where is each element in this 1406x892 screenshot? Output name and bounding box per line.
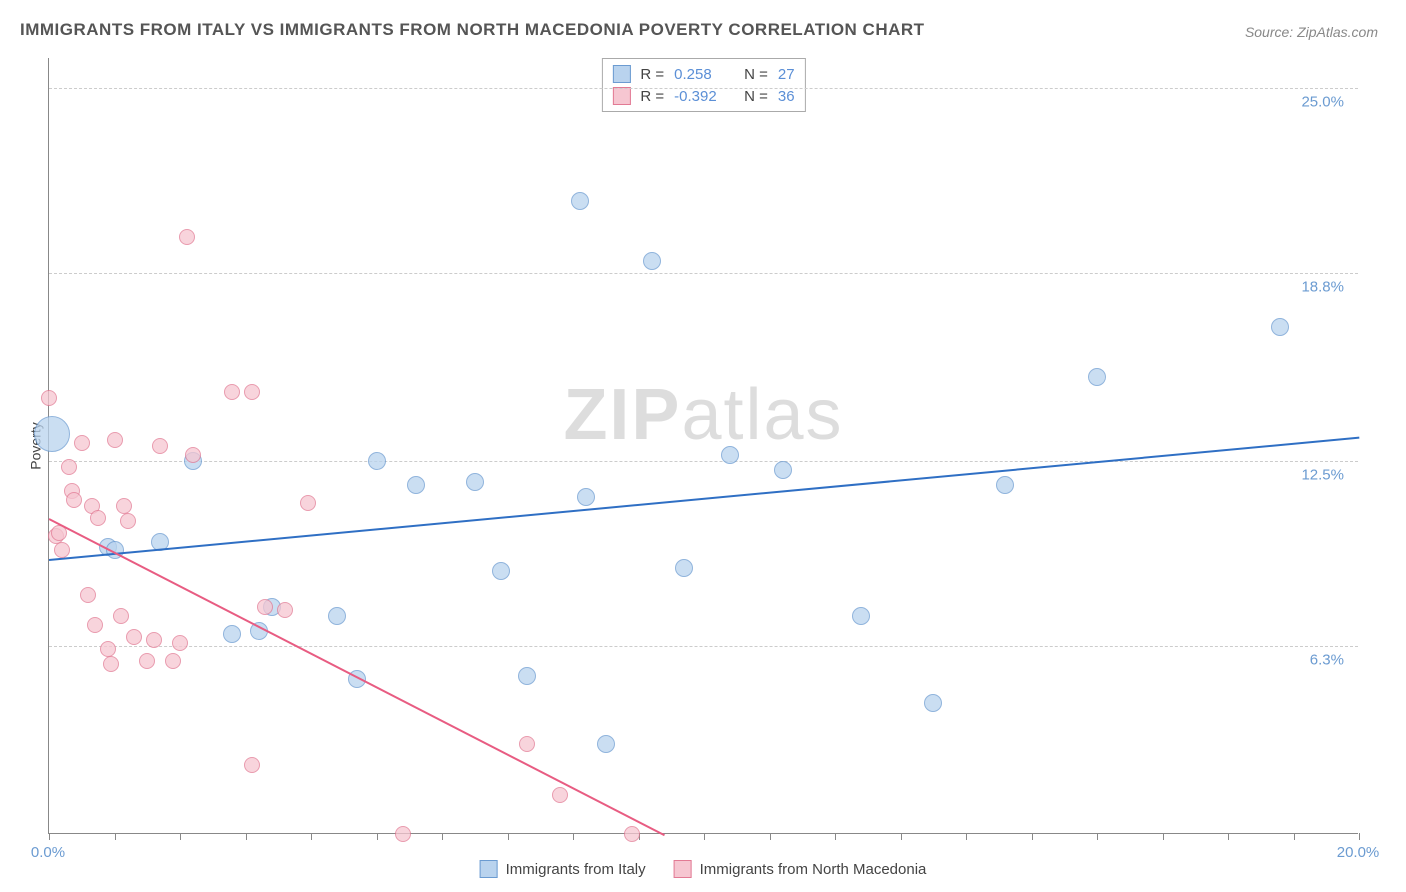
x-tick	[49, 833, 50, 840]
data-point-macedonia	[113, 608, 129, 624]
data-point-macedonia	[185, 447, 201, 463]
swatch-italy	[480, 860, 498, 878]
gridline	[49, 88, 1358, 89]
x-tick	[704, 833, 705, 840]
data-point-macedonia	[107, 432, 123, 448]
chart-container: IMMIGRANTS FROM ITALY VS IMMIGRANTS FROM…	[0, 0, 1406, 892]
x-tick	[966, 833, 967, 840]
data-point-macedonia	[80, 587, 96, 603]
x-tick	[1228, 833, 1229, 840]
data-point-macedonia	[66, 492, 82, 508]
stats-row-italy: R =0.258N =27	[612, 63, 794, 85]
gridline	[49, 461, 1358, 462]
x-tick	[835, 833, 836, 840]
plot-area: ZIPatlas R =0.258N =27R =-0.392N =36 6.3…	[48, 58, 1358, 834]
y-tick-label: 12.5%	[1301, 466, 1344, 483]
data-point-macedonia	[90, 510, 106, 526]
data-point-macedonia	[74, 435, 90, 451]
data-point-italy	[924, 694, 942, 712]
legend-item-macedonia: Immigrants from North Macedonia	[674, 860, 927, 878]
source-label: Source: ZipAtlas.com	[1245, 24, 1378, 40]
data-point-italy	[34, 416, 70, 452]
x-tick	[1294, 833, 1295, 840]
y-tick-label: 18.8%	[1301, 278, 1344, 295]
data-point-italy	[1088, 368, 1106, 386]
gridline	[49, 273, 1358, 274]
stats-legend: R =0.258N =27R =-0.392N =36	[601, 58, 805, 112]
data-point-italy	[852, 607, 870, 625]
data-point-macedonia	[139, 653, 155, 669]
data-point-macedonia	[103, 656, 119, 672]
data-point-italy	[466, 473, 484, 491]
swatch-italy	[612, 65, 630, 83]
x-tick	[770, 833, 771, 840]
x-tick	[246, 833, 247, 840]
data-point-macedonia	[300, 495, 316, 511]
series-legend: Immigrants from Italy Immigrants from Nor…	[472, 858, 935, 880]
x-tick	[573, 833, 574, 840]
swatch-macedonia	[674, 860, 692, 878]
x-tick	[1359, 833, 1360, 840]
data-point-macedonia	[87, 617, 103, 633]
data-point-macedonia	[395, 826, 411, 842]
x-tick	[180, 833, 181, 840]
data-point-italy	[492, 562, 510, 580]
gridline	[49, 646, 1358, 647]
data-point-macedonia	[61, 459, 77, 475]
data-point-italy	[774, 461, 792, 479]
x-tick	[508, 833, 509, 840]
chart-title: IMMIGRANTS FROM ITALY VS IMMIGRANTS FROM…	[20, 20, 925, 40]
trend-line-italy	[49, 437, 1359, 561]
data-point-italy	[1271, 318, 1289, 336]
data-point-macedonia	[120, 513, 136, 529]
data-point-italy	[518, 667, 536, 685]
data-point-macedonia	[152, 438, 168, 454]
x-tick	[377, 833, 378, 840]
data-point-macedonia	[54, 542, 70, 558]
data-point-macedonia	[179, 229, 195, 245]
data-point-macedonia	[224, 384, 240, 400]
x-tick-label: 0.0%	[31, 844, 65, 861]
data-point-macedonia	[126, 629, 142, 645]
data-point-italy	[328, 607, 346, 625]
data-point-macedonia	[172, 635, 188, 651]
data-point-italy	[996, 476, 1014, 494]
swatch-macedonia	[612, 87, 630, 105]
data-point-italy	[643, 252, 661, 270]
y-tick-label: 25.0%	[1301, 93, 1344, 110]
watermark: ZIPatlas	[563, 374, 843, 456]
data-point-italy	[577, 488, 595, 506]
x-tick	[1032, 833, 1033, 840]
data-point-italy	[721, 446, 739, 464]
x-tick	[1097, 833, 1098, 840]
data-point-macedonia	[519, 736, 535, 752]
data-point-macedonia	[116, 498, 132, 514]
data-point-macedonia	[257, 599, 273, 615]
data-point-macedonia	[244, 757, 260, 773]
data-point-macedonia	[277, 602, 293, 618]
data-point-italy	[597, 735, 615, 753]
data-point-macedonia	[624, 826, 640, 842]
data-point-italy	[407, 476, 425, 494]
x-tick	[1163, 833, 1164, 840]
data-point-macedonia	[552, 787, 568, 803]
data-point-macedonia	[100, 641, 116, 657]
x-tick	[442, 833, 443, 840]
data-point-italy	[368, 452, 386, 470]
legend-item-italy: Immigrants from Italy	[480, 860, 646, 878]
x-tick	[311, 833, 312, 840]
data-point-italy	[571, 192, 589, 210]
data-point-macedonia	[244, 384, 260, 400]
y-tick-label: 6.3%	[1310, 651, 1344, 668]
data-point-macedonia	[41, 390, 57, 406]
x-tick	[901, 833, 902, 840]
trend-line-macedonia	[49, 518, 666, 836]
x-tick	[115, 833, 116, 840]
data-point-italy	[675, 559, 693, 577]
x-tick-label: 20.0%	[1337, 844, 1380, 861]
data-point-macedonia	[146, 632, 162, 648]
data-point-macedonia	[165, 653, 181, 669]
data-point-italy	[223, 625, 241, 643]
